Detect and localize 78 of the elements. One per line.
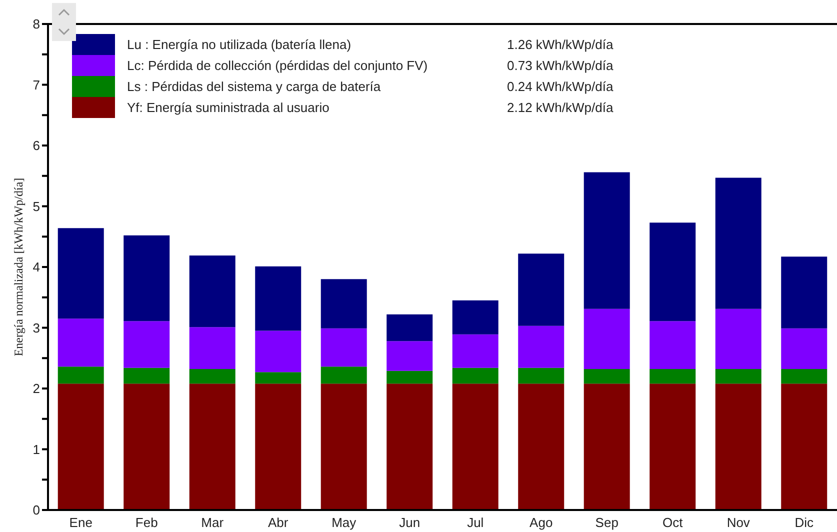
bar (124, 368, 170, 384)
bar (189, 369, 236, 384)
x-tick-label: Nov (726, 515, 750, 530)
x-tick-label: Oct (662, 515, 684, 530)
bar (189, 327, 236, 370)
bar (715, 308, 762, 370)
bar (255, 266, 302, 331)
bar (386, 341, 433, 371)
bar (386, 370, 433, 384)
bar (650, 321, 696, 370)
x-tick-label: Jul (467, 515, 484, 530)
bar (58, 384, 104, 510)
y-tick-label: 3 (32, 320, 40, 336)
x-tick-label: Abr (268, 515, 289, 530)
x-tick-label: Dic (794, 515, 814, 530)
bar (255, 372, 302, 384)
bar (452, 334, 498, 368)
bar (584, 172, 630, 309)
legend-label: Ls : Pérdidas del sistema y carga de batería (126, 79, 382, 94)
bar (584, 308, 630, 370)
annotation: 0.24 kWh/kWp/día (507, 79, 614, 94)
bar (255, 330, 302, 372)
bar (452, 368, 498, 384)
bar (124, 384, 170, 510)
bar (386, 384, 433, 510)
bar (650, 369, 696, 384)
y-tick-label: 2 (32, 381, 40, 396)
annotation: 0.73 kWh/kWp/día (507, 58, 614, 73)
bar (320, 384, 367, 510)
bar (584, 384, 630, 510)
bar (58, 366, 104, 384)
bar (781, 256, 828, 328)
bar (518, 384, 564, 510)
y-tick-label: 5 (32, 198, 40, 214)
bar (320, 366, 367, 384)
bar (320, 279, 367, 328)
x-tick-label: Ago (530, 515, 553, 530)
bar (650, 222, 696, 322)
x-tick-label: Mar (201, 515, 224, 530)
legend-label: Lu : Energía no utilizada (batería llena) (126, 37, 352, 52)
y-tick-label: 7 (32, 77, 40, 92)
bar (715, 178, 762, 309)
bar (124, 321, 170, 368)
bar (518, 326, 564, 368)
bar (189, 384, 236, 510)
bar (781, 328, 828, 370)
annotation: 1.26 kWh/kWp/día (507, 37, 614, 52)
bar (781, 369, 828, 384)
y-tick-label: 4 (32, 260, 40, 275)
x-tick-label: Ene (69, 515, 92, 530)
bar (189, 255, 236, 328)
y-tick-label: 6 (32, 138, 40, 154)
y-axis-title: Energía normalizada [kWh/kWp/día] (11, 178, 26, 356)
bar (518, 254, 564, 326)
y-tick-label: 1 (32, 442, 40, 457)
y-tick-label: 8 (32, 16, 40, 32)
bar (650, 384, 696, 510)
bar (124, 235, 170, 322)
bar (781, 384, 828, 510)
x-tick-label: Sep (595, 515, 618, 530)
bar (58, 318, 104, 367)
annotation: 2.12 kWh/kWp/día (507, 100, 614, 115)
bar (320, 328, 367, 367)
legend-label: Yf: Energía suministrada al usuario (126, 100, 330, 115)
y-tick-label: 0 (32, 502, 40, 518)
legend-label: Lc: Pérdida de collección (pérdidas del conjunto FV) (126, 58, 429, 73)
bar (255, 384, 302, 510)
bar (584, 369, 630, 384)
x-tick-label: May (332, 515, 357, 530)
bar (715, 369, 762, 384)
bar (518, 368, 564, 384)
x-tick-label: Feb (135, 515, 158, 530)
x-tick-label: Jun (399, 515, 420, 530)
bar (386, 314, 433, 342)
bar (715, 384, 762, 510)
bar (452, 384, 498, 510)
bar (452, 300, 498, 334)
bar (58, 228, 104, 319)
